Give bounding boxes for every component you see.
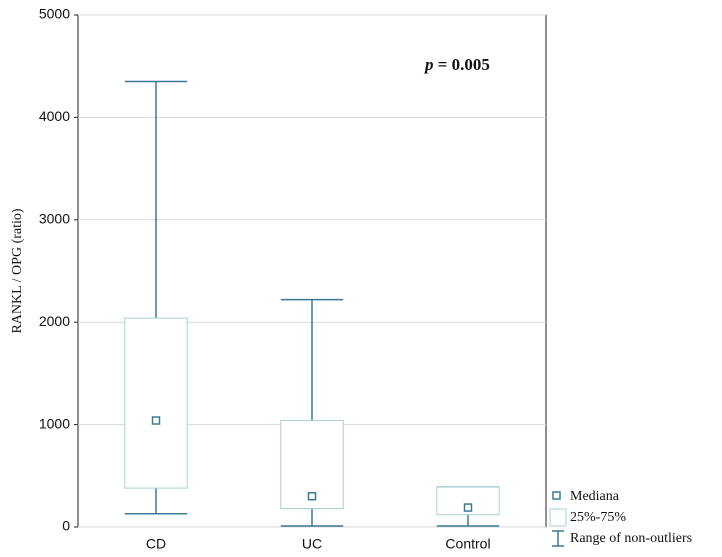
x-tick-label: CD — [146, 536, 166, 552]
y-tick-label: 2000 — [39, 313, 70, 329]
box — [124, 317, 188, 489]
legend-median-icon — [552, 491, 561, 500]
annotation-text: = 0.005 — [438, 55, 490, 74]
y-tick-label: 4000 — [39, 108, 70, 124]
x-tick-label: Control — [445, 536, 490, 552]
y-tick-label: 5000 — [39, 6, 70, 22]
x-tick-label: UC — [302, 536, 322, 552]
legend-whisker-icon — [552, 530, 564, 547]
y-axis-label: RANKL / OPG (ratio) — [10, 208, 25, 333]
y-tick-label: 0 — [62, 518, 70, 534]
legend-label: 25%-75% — [570, 510, 626, 525]
median — [151, 416, 161, 425]
y-tick-label: 1000 — [39, 415, 70, 431]
legend-box-icon — [549, 508, 567, 527]
y-tick-label: 3000 — [39, 211, 70, 227]
median — [307, 492, 317, 501]
legend-label: Range of non-outliers — [570, 531, 692, 546]
annotation: p = 0.005 — [423, 55, 490, 74]
median — [463, 503, 473, 512]
legend-label: Mediana — [570, 489, 620, 504]
annotation-variable: p — [423, 55, 434, 74]
